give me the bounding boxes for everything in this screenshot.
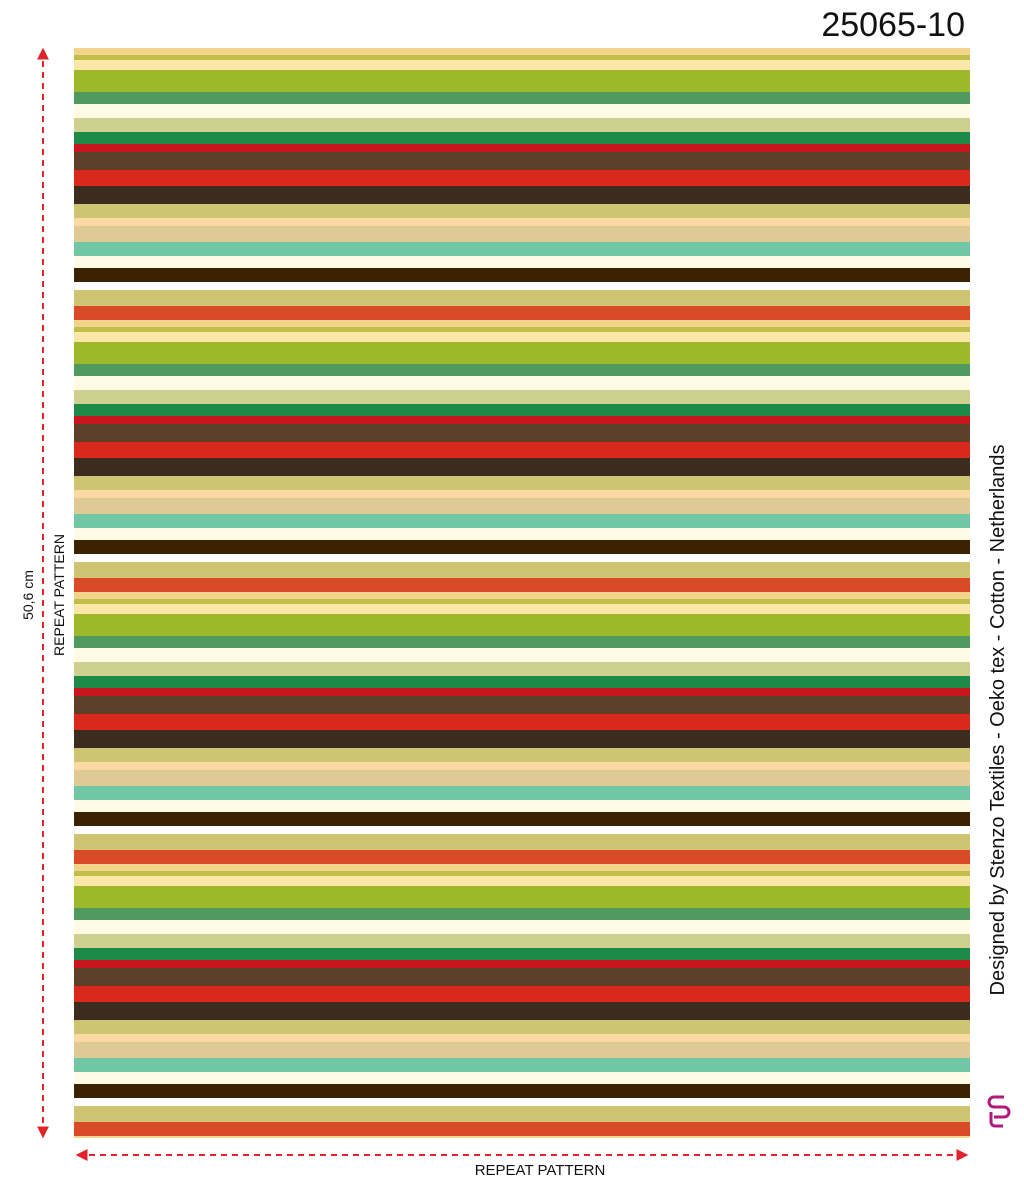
stripe — [74, 498, 970, 515]
stripe — [74, 60, 970, 71]
stripe — [74, 364, 970, 377]
stripe — [74, 132, 970, 145]
stripe — [74, 1122, 970, 1137]
stripe — [74, 170, 970, 187]
stripe — [74, 218, 970, 227]
stripe — [74, 1136, 970, 1138]
stripe — [74, 404, 970, 417]
stripe — [74, 416, 970, 425]
stripe — [74, 920, 970, 935]
stripe-pattern — [74, 48, 970, 1138]
stripe — [74, 1072, 970, 1085]
stripe — [74, 186, 970, 205]
stripe — [74, 528, 970, 541]
stripe — [74, 70, 970, 93]
stripe — [74, 648, 970, 663]
stripe — [74, 714, 970, 731]
stripe — [74, 554, 970, 563]
stripe — [74, 540, 970, 555]
stripe — [74, 834, 970, 851]
stripe — [74, 1034, 970, 1043]
stripe — [74, 490, 970, 499]
design-code: 25065-10 — [821, 6, 965, 44]
stripe — [74, 614, 970, 637]
stripe — [74, 960, 970, 969]
stripe — [74, 592, 970, 600]
stripe — [74, 676, 970, 689]
stripe — [74, 1020, 970, 1035]
stripe — [74, 1084, 970, 1099]
stripe — [74, 458, 970, 477]
stripe — [74, 562, 970, 579]
stripe — [74, 424, 970, 443]
stripe — [74, 748, 970, 763]
stripe — [74, 800, 970, 813]
stripe — [74, 242, 970, 257]
stripe — [74, 442, 970, 459]
stripe — [74, 986, 970, 1003]
height-label: 50,6 cm — [20, 570, 36, 620]
stripe — [74, 688, 970, 697]
stripe — [74, 376, 970, 391]
stripe — [74, 152, 970, 171]
stripe — [74, 578, 970, 593]
stripe — [74, 282, 970, 291]
stripe — [74, 226, 970, 243]
stripe — [74, 662, 970, 677]
credit-line: Designed by Stenzo Textiles - Oeko tex -… — [987, 444, 1009, 995]
stripe — [74, 770, 970, 787]
stripe — [74, 476, 970, 491]
stripe — [74, 514, 970, 529]
stripe — [74, 871, 970, 877]
stripe — [74, 332, 970, 343]
stripe — [74, 886, 970, 909]
stripe — [74, 636, 970, 649]
stripe — [74, 826, 970, 835]
stripe — [74, 290, 970, 307]
stripe — [74, 306, 970, 321]
stripe — [74, 1002, 970, 1021]
stripe — [74, 730, 970, 749]
stripe — [74, 1058, 970, 1073]
logo — [987, 1095, 1011, 1128]
stripe — [74, 92, 970, 105]
stripe — [74, 118, 970, 133]
stripe — [74, 256, 970, 269]
stripe — [74, 762, 970, 771]
stripe — [74, 320, 970, 328]
stripe — [74, 1098, 970, 1107]
stripe — [74, 948, 970, 961]
stripe — [74, 342, 970, 365]
stripe — [74, 864, 970, 872]
stripe — [74, 327, 970, 333]
stripe — [74, 268, 970, 283]
horizontal-repeat-label: REPEAT PATTERN — [475, 1162, 606, 1179]
stripe — [74, 850, 970, 865]
stripe — [74, 599, 970, 605]
stripe — [74, 968, 970, 987]
stripe — [74, 876, 970, 887]
stripe — [74, 104, 970, 119]
stripe — [74, 390, 970, 405]
vertical-repeat-label: REPEAT PATTERN — [51, 534, 67, 656]
stripe — [74, 786, 970, 801]
stripe — [74, 144, 970, 153]
stripe — [74, 48, 970, 56]
stripe — [74, 55, 970, 61]
stripe — [74, 1042, 970, 1059]
stripe — [74, 812, 970, 827]
stripe — [74, 908, 970, 921]
stripe — [74, 934, 970, 949]
stripe — [74, 696, 970, 715]
stripe — [74, 204, 970, 219]
stripe — [74, 1106, 970, 1123]
stripe — [74, 604, 970, 615]
